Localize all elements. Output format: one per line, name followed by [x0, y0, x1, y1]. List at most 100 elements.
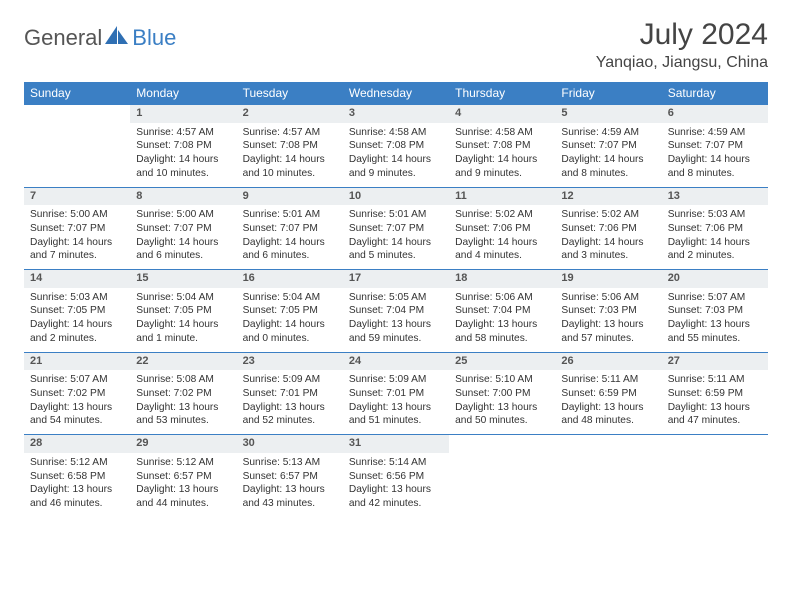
day-content-cell: Sunrise: 5:10 AMSunset: 7:00 PMDaylight:… [449, 370, 555, 435]
day-info-line: Sunset: 6:59 PM [561, 387, 655, 401]
day-info-line: Sunset: 7:02 PM [30, 387, 124, 401]
day-content-cell: Sunrise: 5:04 AMSunset: 7:05 PMDaylight:… [237, 288, 343, 353]
day-number-cell: 16 [237, 270, 343, 288]
day-content-cell: Sunrise: 5:08 AMSunset: 7:02 PMDaylight:… [130, 370, 236, 435]
day-number-cell: 17 [343, 270, 449, 288]
day-info-line: Daylight: 14 hours and 4 minutes. [455, 236, 549, 264]
day-info-line: Daylight: 13 hours and 52 minutes. [243, 401, 337, 429]
day-number-row: 78910111213 [24, 187, 768, 205]
day-info-line: Daylight: 13 hours and 53 minutes. [136, 401, 230, 429]
day-info-line: Sunset: 7:05 PM [30, 304, 124, 318]
day-number-cell: 2 [237, 105, 343, 123]
logo: General Blue [24, 24, 176, 51]
day-info-line: Daylight: 14 hours and 0 minutes. [243, 318, 337, 346]
day-info-line: Sunrise: 5:12 AM [30, 456, 124, 470]
day-content-cell [24, 123, 130, 188]
day-number-cell: 26 [555, 352, 661, 370]
day-info-line: Sunrise: 4:59 AM [668, 126, 762, 140]
day-info-line: Daylight: 14 hours and 6 minutes. [136, 236, 230, 264]
day-info-line: Sunrise: 5:03 AM [30, 291, 124, 305]
day-info-line: Sunset: 7:01 PM [349, 387, 443, 401]
title-block: July 2024 Yanqiao, Jiangsu, China [596, 18, 768, 72]
day-info-line: Sunset: 7:05 PM [136, 304, 230, 318]
weekday-header: Saturday [662, 82, 768, 105]
day-info-line: Sunrise: 4:57 AM [136, 126, 230, 140]
day-info-line: Sunrise: 4:58 AM [349, 126, 443, 140]
day-content-cell: Sunrise: 5:07 AMSunset: 7:03 PMDaylight:… [662, 288, 768, 353]
day-info-line: Sunset: 7:01 PM [243, 387, 337, 401]
day-info-line: Sunset: 7:04 PM [349, 304, 443, 318]
day-info-line: Sunset: 6:58 PM [30, 470, 124, 484]
day-content-row: Sunrise: 5:00 AMSunset: 7:07 PMDaylight:… [24, 205, 768, 270]
day-info-line: Sunrise: 5:07 AM [30, 373, 124, 387]
day-info-line: Sunset: 7:03 PM [668, 304, 762, 318]
weekday-header: Sunday [24, 82, 130, 105]
day-number-row: 21222324252627 [24, 352, 768, 370]
day-info-line: Sunset: 7:06 PM [561, 222, 655, 236]
day-info-line: Sunset: 6:59 PM [668, 387, 762, 401]
day-info-line: Daylight: 13 hours and 57 minutes. [561, 318, 655, 346]
day-info-line: Daylight: 13 hours and 43 minutes. [243, 483, 337, 511]
day-content-cell: Sunrise: 5:02 AMSunset: 7:06 PMDaylight:… [555, 205, 661, 270]
day-content-cell: Sunrise: 5:09 AMSunset: 7:01 PMDaylight:… [343, 370, 449, 435]
logo-text-general: General [24, 25, 102, 51]
day-info-line: Sunset: 7:06 PM [455, 222, 549, 236]
day-number-cell: 31 [343, 435, 449, 453]
day-info-line: Sunset: 7:08 PM [136, 139, 230, 153]
day-number-cell: 29 [130, 435, 236, 453]
day-number-cell: 12 [555, 187, 661, 205]
day-info-line: Daylight: 14 hours and 3 minutes. [561, 236, 655, 264]
day-info-line: Sunset: 7:07 PM [349, 222, 443, 236]
day-number-cell: 25 [449, 352, 555, 370]
day-info-line: Sunset: 6:56 PM [349, 470, 443, 484]
day-info-line: Daylight: 14 hours and 6 minutes. [243, 236, 337, 264]
weekday-header-row: SundayMondayTuesdayWednesdayThursdayFrid… [24, 82, 768, 105]
day-content-cell: Sunrise: 5:05 AMSunset: 7:04 PMDaylight:… [343, 288, 449, 353]
day-content-cell: Sunrise: 5:07 AMSunset: 7:02 PMDaylight:… [24, 370, 130, 435]
day-number-cell: 18 [449, 270, 555, 288]
day-info-line: Daylight: 13 hours and 58 minutes. [455, 318, 549, 346]
day-content-cell: Sunrise: 5:12 AMSunset: 6:57 PMDaylight:… [130, 453, 236, 517]
day-info-line: Sunrise: 5:14 AM [349, 456, 443, 470]
day-number-cell [662, 435, 768, 453]
day-number-cell: 24 [343, 352, 449, 370]
day-content-row: Sunrise: 5:07 AMSunset: 7:02 PMDaylight:… [24, 370, 768, 435]
day-info-line: Daylight: 13 hours and 50 minutes. [455, 401, 549, 429]
day-info-line: Daylight: 13 hours and 54 minutes. [30, 401, 124, 429]
day-content-cell: Sunrise: 5:01 AMSunset: 7:07 PMDaylight:… [343, 205, 449, 270]
day-info-line: Daylight: 14 hours and 1 minute. [136, 318, 230, 346]
weekday-header: Thursday [449, 82, 555, 105]
day-info-line: Sunrise: 5:03 AM [668, 208, 762, 222]
day-info-line: Daylight: 13 hours and 51 minutes. [349, 401, 443, 429]
day-info-line: Sunrise: 4:59 AM [561, 126, 655, 140]
weekday-header: Friday [555, 82, 661, 105]
day-content-cell [662, 453, 768, 517]
day-info-line: Sunrise: 4:57 AM [243, 126, 337, 140]
day-info-line: Sunset: 7:08 PM [243, 139, 337, 153]
day-info-line: Sunrise: 5:04 AM [136, 291, 230, 305]
day-number-row: 14151617181920 [24, 270, 768, 288]
day-info-line: Sunrise: 5:09 AM [243, 373, 337, 387]
day-info-line: Sunrise: 5:01 AM [243, 208, 337, 222]
day-info-line: Sunrise: 5:02 AM [561, 208, 655, 222]
day-content-cell: Sunrise: 5:00 AMSunset: 7:07 PMDaylight:… [130, 205, 236, 270]
logo-sail-icon [104, 24, 130, 51]
day-content-cell: Sunrise: 5:04 AMSunset: 7:05 PMDaylight:… [130, 288, 236, 353]
day-content-cell: Sunrise: 4:58 AMSunset: 7:08 PMDaylight:… [449, 123, 555, 188]
day-number-cell: 22 [130, 352, 236, 370]
day-content-row: Sunrise: 4:57 AMSunset: 7:08 PMDaylight:… [24, 123, 768, 188]
day-info-line: Daylight: 14 hours and 10 minutes. [243, 153, 337, 181]
day-info-line: Sunrise: 5:01 AM [349, 208, 443, 222]
day-content-cell: Sunrise: 5:11 AMSunset: 6:59 PMDaylight:… [555, 370, 661, 435]
day-info-line: Daylight: 13 hours and 59 minutes. [349, 318, 443, 346]
day-info-line: Daylight: 14 hours and 8 minutes. [561, 153, 655, 181]
day-info-line: Daylight: 13 hours and 55 minutes. [668, 318, 762, 346]
day-info-line: Sunrise: 5:05 AM [349, 291, 443, 305]
day-info-line: Sunset: 7:06 PM [668, 222, 762, 236]
day-info-line: Daylight: 14 hours and 2 minutes. [668, 236, 762, 264]
day-number-cell [449, 435, 555, 453]
day-info-line: Daylight: 13 hours and 48 minutes. [561, 401, 655, 429]
day-number-cell: 27 [662, 352, 768, 370]
day-info-line: Sunrise: 5:10 AM [455, 373, 549, 387]
calendar-table: SundayMondayTuesdayWednesdayThursdayFrid… [24, 82, 768, 517]
